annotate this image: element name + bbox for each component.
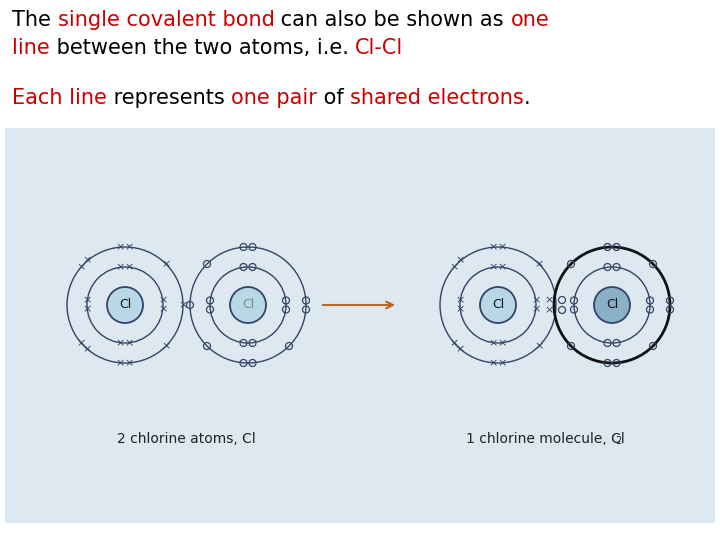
- Text: ×: ×: [498, 338, 507, 348]
- Text: Cl-Cl: Cl-Cl: [355, 38, 403, 58]
- Text: ×: ×: [498, 242, 507, 252]
- Text: The: The: [12, 10, 58, 30]
- Text: ×: ×: [544, 305, 554, 315]
- Text: shared electrons: shared electrons: [351, 88, 524, 108]
- Text: ×: ×: [449, 338, 459, 348]
- Text: 2 chlorine atoms, Cl: 2 chlorine atoms, Cl: [117, 432, 256, 446]
- Text: ×: ×: [125, 262, 134, 272]
- Text: ×: ×: [161, 341, 171, 351]
- Text: can also be shown as: can also be shown as: [274, 10, 510, 30]
- Text: ×: ×: [498, 358, 507, 368]
- Text: ×: ×: [531, 305, 541, 314]
- Text: ×: ×: [455, 305, 464, 314]
- Text: ×: ×: [534, 341, 544, 351]
- Text: ×: ×: [456, 256, 465, 266]
- Text: ×: ×: [456, 344, 465, 354]
- Text: ×: ×: [158, 305, 168, 314]
- Text: ×: ×: [116, 358, 125, 368]
- Text: ×: ×: [489, 262, 498, 272]
- Text: of: of: [317, 88, 351, 108]
- Text: ×: ×: [534, 259, 544, 269]
- Text: ×: ×: [158, 295, 168, 306]
- Text: ×: ×: [76, 338, 86, 348]
- Text: ×: ×: [125, 338, 134, 348]
- Text: Cl: Cl: [119, 299, 131, 312]
- Text: between the two atoms, i.e.: between the two atoms, i.e.: [50, 38, 355, 58]
- Circle shape: [594, 287, 630, 323]
- Text: ×: ×: [125, 358, 134, 368]
- Text: ×: ×: [489, 242, 498, 252]
- Text: Cl: Cl: [242, 299, 254, 312]
- Bar: [5, 128, 715, 523]
- Text: ×: ×: [455, 295, 464, 306]
- Text: ×: ×: [449, 262, 459, 272]
- Text: ×: ×: [544, 295, 554, 305]
- Circle shape: [107, 287, 143, 323]
- Text: one pair: one pair: [231, 88, 317, 108]
- Text: line: line: [12, 38, 50, 58]
- Text: ×: ×: [82, 295, 91, 306]
- Text: single covalent bond: single covalent bond: [58, 10, 274, 30]
- Text: 2: 2: [615, 436, 621, 446]
- Circle shape: [230, 287, 266, 323]
- Text: represents: represents: [107, 88, 231, 108]
- Circle shape: [480, 287, 516, 323]
- Text: 1 chlorine molecule, Cl: 1 chlorine molecule, Cl: [466, 432, 624, 446]
- Text: ×: ×: [76, 262, 86, 272]
- Text: ×: ×: [489, 338, 498, 348]
- Text: ×: ×: [116, 242, 125, 252]
- Text: ×: ×: [161, 259, 171, 269]
- Text: ×: ×: [82, 305, 91, 314]
- Text: ×: ×: [116, 338, 125, 348]
- Text: ×: ×: [83, 256, 92, 266]
- Text: .: .: [524, 88, 531, 108]
- Text: one: one: [510, 10, 549, 30]
- Text: ×: ×: [83, 344, 92, 354]
- Text: Cl: Cl: [492, 299, 504, 312]
- Text: ×: ×: [125, 242, 134, 252]
- Text: ×: ×: [531, 295, 541, 306]
- Text: ×: ×: [116, 262, 125, 272]
- Text: Each line: Each line: [12, 88, 107, 108]
- Text: ×: ×: [179, 300, 188, 310]
- Text: ×: ×: [489, 358, 498, 368]
- Text: ×: ×: [498, 262, 507, 272]
- Text: Cl: Cl: [606, 299, 618, 312]
